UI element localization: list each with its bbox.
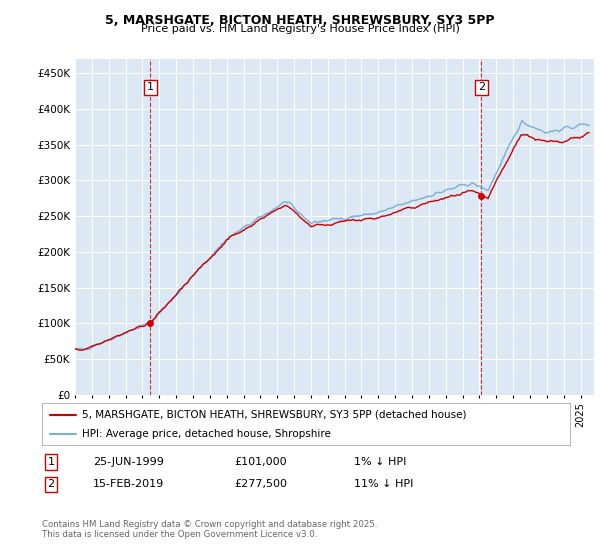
Text: 5, MARSHGATE, BICTON HEATH, SHREWSBURY, SY3 5PP (detached house): 5, MARSHGATE, BICTON HEATH, SHREWSBURY, … <box>82 409 466 419</box>
Text: Contains HM Land Registry data © Crown copyright and database right 2025.
This d: Contains HM Land Registry data © Crown c… <box>42 520 377 539</box>
Text: 5, MARSHGATE, BICTON HEATH, SHREWSBURY, SY3 5PP: 5, MARSHGATE, BICTON HEATH, SHREWSBURY, … <box>105 14 495 27</box>
Text: Price paid vs. HM Land Registry's House Price Index (HPI): Price paid vs. HM Land Registry's House … <box>140 24 460 34</box>
Text: 1% ↓ HPI: 1% ↓ HPI <box>354 457 406 467</box>
Text: 1: 1 <box>47 457 55 467</box>
Text: 15-FEB-2019: 15-FEB-2019 <box>93 479 164 489</box>
Text: 2: 2 <box>47 479 55 489</box>
Text: 1: 1 <box>147 82 154 92</box>
Text: 11% ↓ HPI: 11% ↓ HPI <box>354 479 413 489</box>
Text: 25-JUN-1999: 25-JUN-1999 <box>93 457 164 467</box>
Text: HPI: Average price, detached house, Shropshire: HPI: Average price, detached house, Shro… <box>82 429 331 439</box>
Text: £277,500: £277,500 <box>234 479 287 489</box>
Text: £101,000: £101,000 <box>234 457 287 467</box>
Text: 2: 2 <box>478 82 485 92</box>
